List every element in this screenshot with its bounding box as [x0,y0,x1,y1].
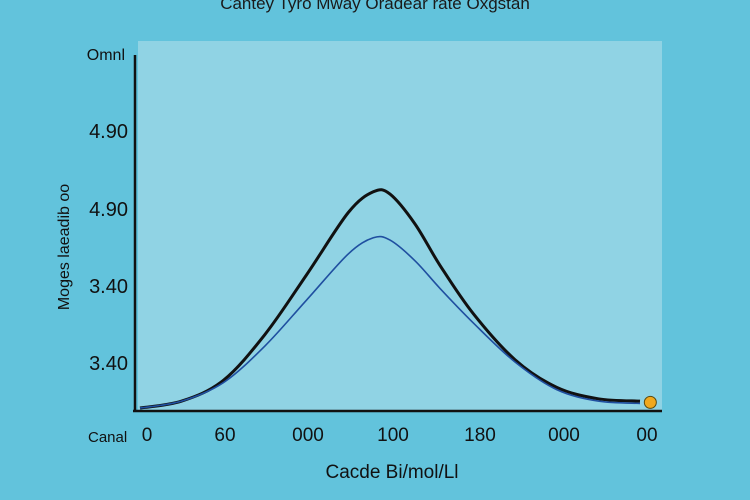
y-top-label: Omnl [87,47,125,64]
x-tick-label: 000 [548,425,580,446]
plot-area [138,41,662,410]
x-tick-label: 180 [464,425,496,446]
x-corner-label: Canal [88,429,127,446]
x-tick-label: 000 [292,425,324,446]
y-tick-label: 4.90 [89,199,128,221]
x-tick-label: 00 [636,425,657,446]
end-marker-point [643,395,657,409]
x-tick-label: 60 [214,425,235,446]
y-tick-label: 3.40 [89,353,128,375]
y-tick-label: 4.90 [89,121,128,143]
series-line-blue [139,235,641,409]
y-tick-label: 3.40 [89,276,128,298]
x-axis-label: Cacde Bi/mol/Ll [325,462,458,483]
y-axis-label: Moges laeadib oo [56,184,73,310]
x-tick-label: 0 [142,425,153,446]
x-tick-label: 100 [377,425,409,446]
series-line-black [139,188,641,410]
chart-title: Cantey Tyro Mway Oradear rate Oxgstan [220,0,530,13]
